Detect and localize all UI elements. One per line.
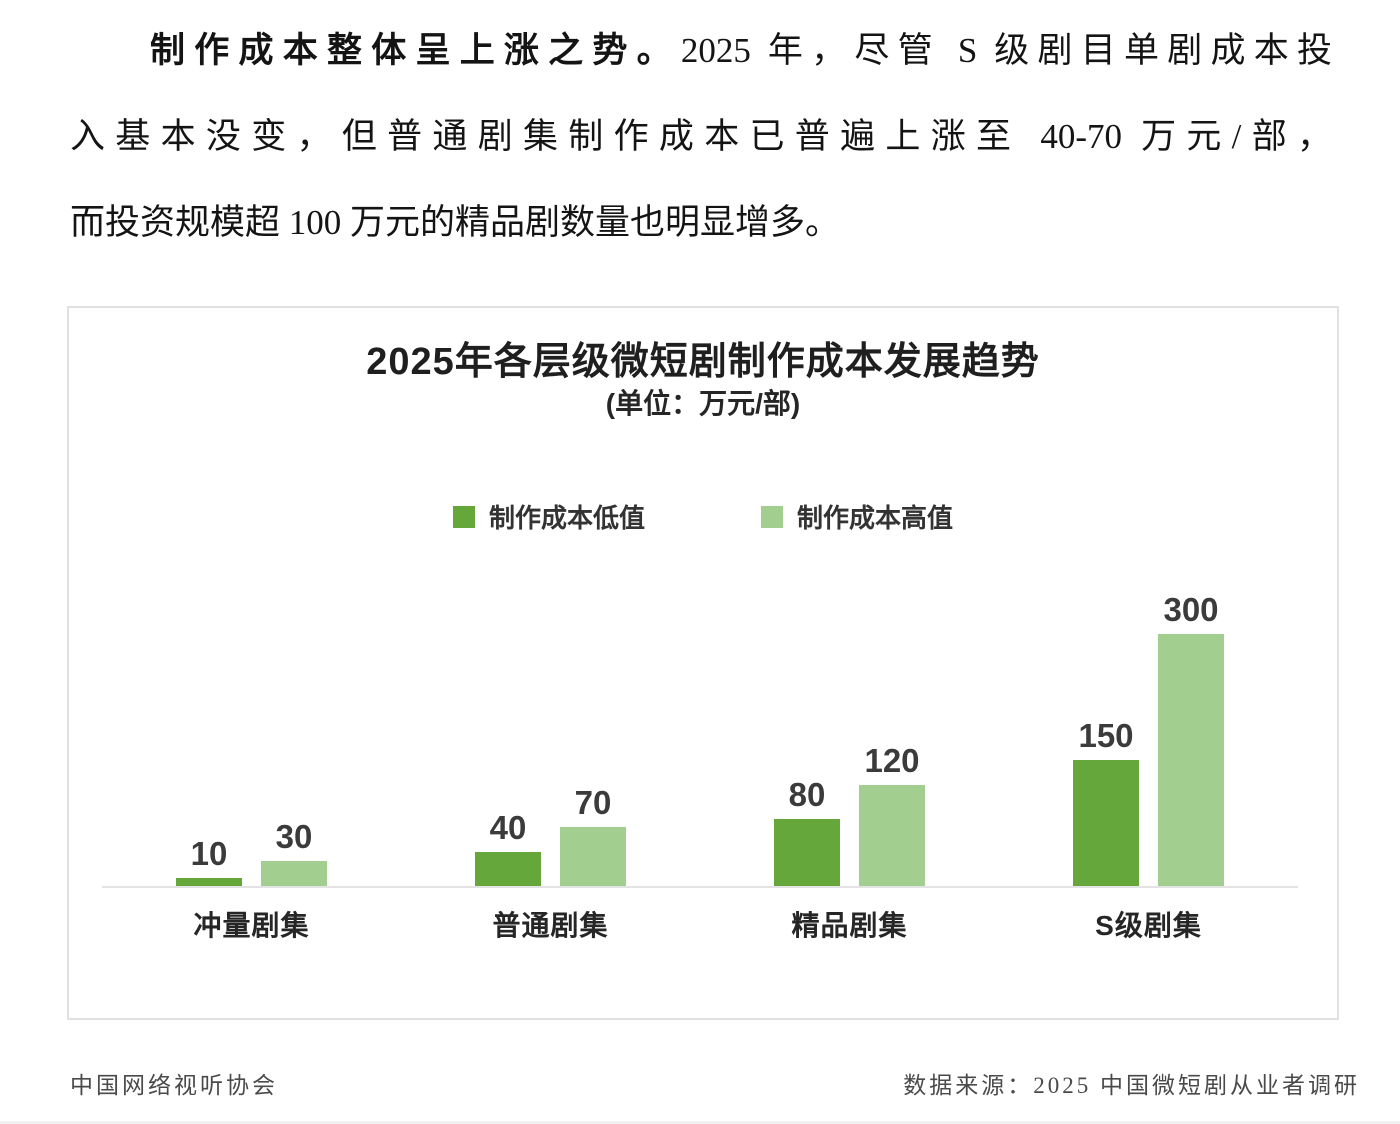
bar-group-1: 10 30 <box>102 580 401 886</box>
bar-low-2 <box>475 852 541 886</box>
bar-low-4 <box>1073 760 1139 886</box>
legend-swatch-icon <box>761 505 783 528</box>
bar-wrap: 10 <box>176 837 242 886</box>
bar-high-2 <box>560 827 626 886</box>
chart-legend: 制作成本低值 制作成本高值 <box>69 498 1337 535</box>
bar-wrap: 120 <box>859 744 925 886</box>
bar-low-1 <box>176 877 242 886</box>
x-axis-labels: 冲量剧集 普通剧集 精品剧集 S级剧集 <box>102 904 1298 944</box>
chart-title: 2025年各层级微短剧制作成本发展趋势 <box>366 341 1040 383</box>
paragraph-line-1-text: 2025 年，尽管 S 级剧目单剧成本投 <box>680 31 1332 70</box>
bar-wrap: 150 <box>1073 719 1139 886</box>
legend-label: 制作成本低值 <box>488 503 645 533</box>
body-paragraph: 制作成本整体呈上涨之势。2025 年，尽管 S 级剧目单剧成本投 入基本没变，但… <box>70 8 1332 266</box>
legend-item-low: 制作成本低值 <box>452 498 645 535</box>
bar-wrap: 40 <box>475 811 541 886</box>
bar-low-3 <box>774 818 840 886</box>
x-axis-line <box>102 886 1298 888</box>
bar-value-label: 70 <box>574 784 612 822</box>
paragraph-line-2: 入基本没变，但普通剧集制作成本已普遍上涨至 40-70 万元/部， <box>70 117 1332 156</box>
bar-wrap: 80 <box>774 778 840 886</box>
legend-item-high: 制作成本高值 <box>761 498 953 535</box>
bar-wrap: 70 <box>560 786 626 886</box>
x-axis-label: 冲量剧集 <box>193 910 310 941</box>
paragraph-line-1: 制作成本整体呈上涨之势。2025 年，尽管 S 级剧目单剧成本投 <box>70 8 1332 94</box>
page-bottom-edge <box>0 1121 1400 1124</box>
footer-organization: 中国网络视听协会 <box>70 1073 278 1098</box>
paragraph-line-3: 而投资规模超 100 万元的精品剧数量也明显增多。 <box>70 203 841 242</box>
bar-value-label: 10 <box>190 834 228 872</box>
bar-group-3: 80 120 <box>700 580 999 886</box>
bar-value-label: 150 <box>1078 717 1134 754</box>
footer-data-source: 数据来源：2025 中国微短剧从业者调研 <box>903 1073 1360 1098</box>
x-axis-label: 普通剧集 <box>492 910 609 941</box>
x-axis-label: 精品剧集 <box>791 910 908 941</box>
bar-value-label: 80 <box>788 775 826 813</box>
chart-figure: 2025年各层级微短剧制作成本发展趋势 (单位：万元/部) 制作成本低值 制作成本… <box>67 306 1339 1020</box>
bar-high-1 <box>261 860 327 886</box>
plot-area: 10 30 40 70 80 120 150 300 <box>102 580 1298 886</box>
x-axis-label: S级剧集 <box>1095 910 1202 941</box>
bar-value-label: 40 <box>489 809 527 847</box>
bar-value-label: 120 <box>864 742 920 780</box>
bar-value-label: 30 <box>275 817 313 855</box>
paragraph-bold-lead: 制作成本整体呈上涨之势。 <box>150 31 681 70</box>
bar-wrap: 300 <box>1158 593 1224 886</box>
bar-group-2: 40 70 <box>401 580 700 886</box>
bar-high-4 <box>1158 634 1224 886</box>
bar-group-4: 150 300 <box>999 580 1298 886</box>
bar-value-label: 300 <box>1163 591 1219 628</box>
bar-high-3 <box>859 785 925 886</box>
legend-label: 制作成本高值 <box>797 503 954 533</box>
bar-wrap: 30 <box>261 820 327 886</box>
chart-subtitle: (单位：万元/部) <box>605 388 801 419</box>
legend-swatch-icon <box>452 505 475 528</box>
